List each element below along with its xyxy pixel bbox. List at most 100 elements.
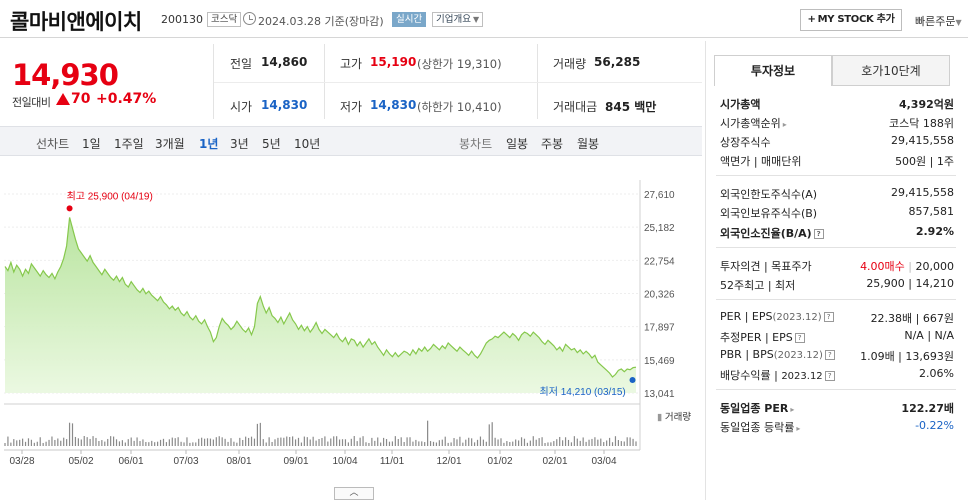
x-tick-label: 10/04 — [332, 456, 357, 467]
volume-bar — [635, 441, 637, 446]
volume-bar — [333, 436, 335, 446]
help-icon[interactable]: ? — [794, 333, 805, 343]
volume-bar — [435, 442, 438, 446]
volume-bar — [36, 441, 38, 446]
volume-bar — [459, 436, 461, 446]
company-info-label: 기업개요 — [436, 14, 471, 25]
add-mystock-label: MY STOCK 추가 — [817, 14, 895, 25]
candle-daily[interactable]: 일봉 — [506, 137, 529, 151]
high-label: 고가 — [340, 57, 363, 71]
caret-down-icon: ▼ — [955, 18, 962, 27]
market-cap-rank-label: 시가총액순위 — [720, 117, 781, 130]
volume-bar — [585, 441, 587, 446]
volume-bar — [107, 438, 109, 446]
help-icon[interactable]: ? — [813, 229, 824, 239]
period-3m[interactable]: 3개월 — [155, 137, 185, 151]
market-cap-rank-value: 코스닥 188위 — [889, 117, 954, 130]
up-triangle-icon — [56, 93, 70, 105]
help-icon[interactable]: ? — [824, 350, 835, 360]
x-tick-label: 02/01 — [542, 456, 567, 467]
current-price: 14,930 — [12, 58, 119, 92]
market-badge: 코스닥 — [207, 12, 242, 27]
volume-bar — [177, 437, 179, 446]
add-mystock-button[interactable]: + MY STOCK 추가 — [800, 9, 902, 31]
volume-bar — [468, 437, 470, 446]
tab-orderbook[interactable]: 호가10단계 — [832, 55, 950, 86]
pbr-row: PBR | BPS(2023.12)? 1.09배 | 13,693원 — [720, 348, 954, 363]
volume-bar — [380, 442, 382, 446]
volume-bar — [16, 440, 18, 446]
volume-bar — [403, 441, 405, 446]
volume-bar — [230, 438, 232, 446]
volume-bar — [142, 439, 144, 446]
volume-bar — [112, 436, 115, 446]
foreign-limit-row: 외국인한도주식수(A) 29,415,558 — [720, 186, 954, 202]
period-1y[interactable]: 1년 — [199, 137, 219, 151]
volume-bar — [567, 439, 570, 446]
period-1d[interactable]: 1일 — [82, 137, 101, 151]
y-tick-label: 15,469 — [644, 356, 675, 367]
volume-bar — [465, 439, 467, 446]
volume-bar — [262, 439, 264, 446]
sector-per-row[interactable]: 동일업종 PER ▸ 122.27배 — [720, 400, 954, 416]
volume-bar — [347, 442, 349, 446]
prev-close-value: 14,860 — [261, 55, 308, 69]
volume-bar — [535, 439, 537, 446]
volume-bar — [224, 438, 226, 446]
realtime-button[interactable]: 실시간 — [392, 12, 427, 27]
lower-limit: (하한가 10,410) — [417, 100, 502, 114]
volume-bar — [186, 437, 188, 446]
volume-bar — [374, 440, 376, 446]
foreign-hold-label: 외국인보유주식수(B) — [720, 207, 818, 220]
x-tick-label: 07/03 — [173, 456, 198, 467]
period-3y[interactable]: 3년 — [230, 137, 249, 151]
per-row: PER | EPS(2023.12)? 22.38배 | 667원 — [720, 310, 954, 325]
stock-code: 200130 — [161, 13, 203, 26]
volume-bar — [71, 423, 74, 446]
volume-bar — [377, 437, 379, 446]
high-marker — [66, 205, 73, 212]
upper-limit: (상한가 19,310) — [417, 57, 502, 71]
volume-bar — [632, 438, 634, 446]
y-tick-label: 22,754 — [644, 256, 675, 267]
company-info-dropdown[interactable]: 기업개요 ▼ — [432, 12, 484, 27]
volume-bar — [582, 437, 584, 446]
sector-change-row[interactable]: 동일업종 등락률 ▸ -0.22% — [720, 419, 954, 435]
volume-bar — [606, 440, 608, 446]
help-icon[interactable]: ? — [823, 312, 834, 322]
low-label: 저가 — [340, 100, 363, 114]
pbr-label: PBR | BPS — [720, 348, 774, 361]
chevron-right-icon: ▸ — [796, 424, 801, 433]
volume-bar — [139, 441, 141, 446]
quick-order-dropdown[interactable]: 빠른주문▼ — [915, 13, 962, 29]
period-1w[interactable]: 1주일 — [114, 137, 144, 151]
volume-bar — [136, 437, 138, 446]
market-cap-rank-row[interactable]: 시가총액순위 ▸ 코스닥 188위 — [720, 115, 954, 131]
volume-bar — [611, 442, 614, 446]
volume-bar — [145, 442, 147, 446]
volume-bar — [541, 437, 543, 446]
volume-bar — [218, 436, 220, 446]
caret-down-icon: ▼ — [472, 15, 480, 24]
volume-bar — [473, 442, 476, 446]
period-10y[interactable]: 10년 — [294, 137, 321, 151]
volume-bar — [221, 437, 223, 446]
volume-bar — [7, 436, 9, 446]
tab-investment-info[interactable]: 투자정보 — [714, 55, 832, 86]
volume-bar — [450, 442, 452, 446]
volume-bar — [608, 437, 611, 446]
volume-bar — [77, 438, 79, 446]
volume-bar — [400, 437, 402, 446]
x-tick-label: 03/28 — [9, 456, 34, 467]
x-tick-label: 08/01 — [226, 456, 251, 467]
volume-bar — [292, 436, 294, 446]
period-5y[interactable]: 5년 — [262, 137, 281, 151]
volume-bar — [600, 438, 602, 446]
target-price-value: 20,000 — [915, 260, 955, 273]
volume-bar — [239, 437, 241, 446]
help-icon[interactable]: ? — [824, 371, 835, 381]
volume-bar — [576, 438, 578, 446]
collapse-chart-button[interactable]: ︿ — [334, 487, 374, 500]
candle-monthly[interactable]: 월봉 — [577, 137, 600, 151]
candle-weekly[interactable]: 주봉 — [541, 137, 564, 151]
